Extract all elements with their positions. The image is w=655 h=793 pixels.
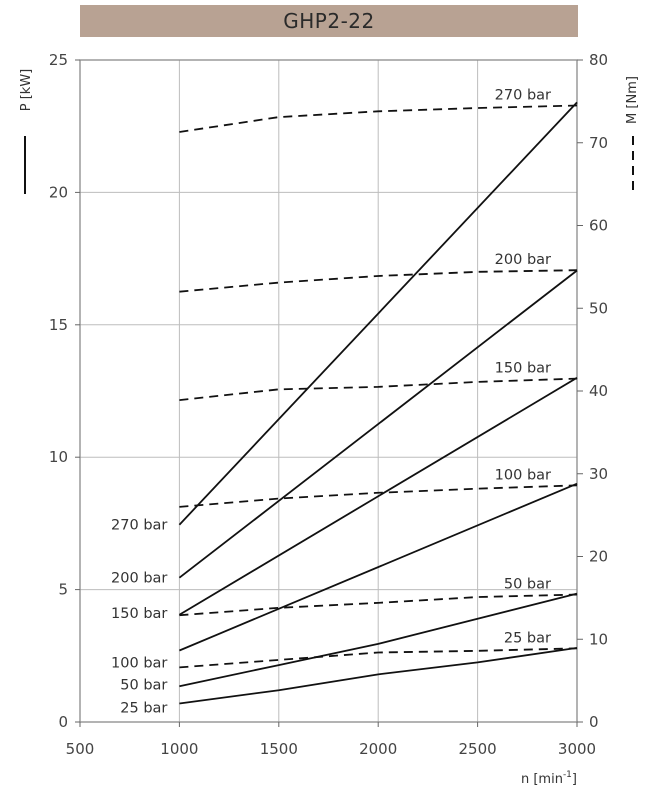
power-line-270-bar — [178, 101, 578, 526]
power-label-200-bar: 200 bar — [111, 571, 167, 587]
power-label-150-bar: 150 bar — [111, 606, 167, 622]
torque-line-200-bar — [179, 269, 578, 293]
torque-label-200-bar: 200 bar — [495, 252, 551, 268]
x-tick-label: 1500 — [260, 740, 298, 758]
y-right-tick-label: 10 — [589, 630, 608, 648]
y-right-tick-label: 80 — [589, 51, 608, 69]
x-tick-label: 2000 — [359, 740, 397, 758]
y-right-tick-label: 30 — [589, 465, 608, 483]
y-left-tick-label: 10 — [49, 448, 68, 466]
torque-line-100-bar — [179, 484, 578, 508]
power-label-25-bar: 25 bar — [120, 700, 167, 716]
y-right-tick-label: 60 — [589, 217, 608, 235]
y-left-tick-label: 0 — [58, 713, 68, 731]
torque-label-150-bar: 150 bar — [495, 361, 551, 377]
y-right-tick-label: 70 — [589, 134, 608, 152]
tick-labels: 500 1000 1500 2000 2500 3000 0 5 10 15 20 25 0 10 20 30… — [49, 51, 608, 758]
power-label-270-bar: 270 bar — [111, 518, 167, 534]
torque-label-25-bar: 25 bar — [504, 630, 551, 646]
plot-frame — [75, 59, 583, 727]
power-line-100-bar — [179, 482, 578, 652]
torque-lines — [179, 104, 578, 669]
y-right-tick-label: 0 — [589, 713, 599, 731]
power-line-25-bar — [179, 646, 578, 705]
x-tick-label: 500 — [66, 740, 95, 758]
series-labels: 270 bar 200 bar 150 bar 100 bar 50 bar 25 bar… — [111, 88, 551, 717]
chart-title: GHP2-22 — [283, 9, 375, 33]
x-tick-label: 1000 — [160, 740, 198, 758]
grid — [79, 59, 578, 723]
power-line-50-bar — [179, 592, 578, 688]
y-left-tick-label: 5 — [58, 581, 68, 599]
chart-title-bar: GHP2-22 — [80, 5, 578, 37]
torque-line-150-bar — [179, 377, 578, 401]
torque-label-50-bar: 50 bar — [504, 577, 551, 593]
torque-line-270-bar — [179, 104, 578, 133]
power-line-200-bar — [178, 269, 578, 579]
torque-label-270-bar: 270 bar — [495, 88, 551, 104]
y-right-axis-label: M [Nm] — [625, 76, 640, 124]
x-tick-label: 2500 — [459, 740, 497, 758]
power-lines — [178, 101, 578, 705]
torque-line-25-bar — [179, 647, 578, 669]
plot-border — [79, 59, 578, 723]
torque-label-100-bar: 100 bar — [495, 467, 551, 483]
y-left-tick-label: 15 — [49, 316, 68, 334]
power-label-100-bar: 100 bar — [111, 656, 167, 672]
y-left-axis-label: P [kW] — [19, 69, 34, 112]
torque-line-50-bar — [179, 593, 578, 617]
y-right-tick-label: 50 — [589, 299, 608, 317]
x-axis-label: n [min-1] — [521, 770, 577, 787]
power-line-150-bar — [178, 376, 578, 616]
y-left-tick-label: 25 — [49, 51, 68, 69]
axis-labels: P [kW] M [Nm] n [min-1] — [19, 69, 640, 787]
y-left-tick-label: 20 — [49, 183, 68, 201]
power-label-50-bar: 50 bar — [120, 677, 167, 693]
y-right-tick-label: 40 — [589, 382, 608, 400]
x-tick-label: 3000 — [558, 740, 596, 758]
y-right-tick-label: 20 — [589, 548, 608, 566]
